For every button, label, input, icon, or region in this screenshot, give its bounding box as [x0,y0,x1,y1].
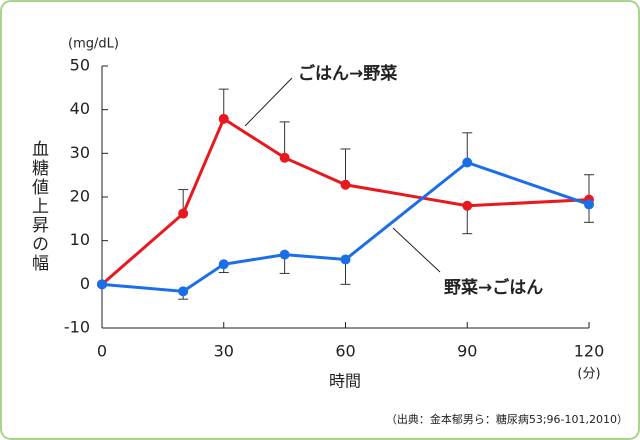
data-point [340,179,351,190]
data-point [340,254,351,265]
leader-line [392,227,441,273]
series-label: ごはん→野菜 [298,63,398,84]
data-point [462,200,473,211]
leader-line [244,77,293,127]
x-unit: (分) [577,367,600,382]
y-tick-label: 30 [70,143,90,162]
x-tick-label: 60 [335,342,355,361]
data-point [218,259,229,270]
source: （出典：金本郁男ら：糖尿病53;96-101,2010） [386,412,628,426]
y-axis-label: 血糖値上昇の幅 [28,140,49,273]
x-tick-label: 120 [574,342,605,361]
y-tick-label: -10 [64,318,90,337]
data-point [97,279,107,290]
y-tick-label: 50 [70,56,90,75]
data-point [178,286,189,297]
x-tick-label: 30 [214,342,234,361]
x-tick-label: 90 [457,342,477,361]
y-tick-label: 0 [80,274,90,293]
data-point [279,152,290,163]
y-unit: (mg/dL) [68,37,119,52]
x-tick-label: 0 [97,342,107,361]
data-point [279,249,290,260]
data-point [178,208,189,219]
error-bar [279,121,290,158]
error-bar [340,148,351,185]
x-axis-label: 時間 [329,372,361,391]
y-tick-label: 20 [70,187,90,206]
y-tick-label: 40 [70,99,90,118]
data-point [218,113,229,124]
series-label: 野菜→ごはん [444,277,543,298]
data-point [584,199,594,210]
y-tick-label: 10 [70,230,90,249]
data-point [462,157,473,168]
